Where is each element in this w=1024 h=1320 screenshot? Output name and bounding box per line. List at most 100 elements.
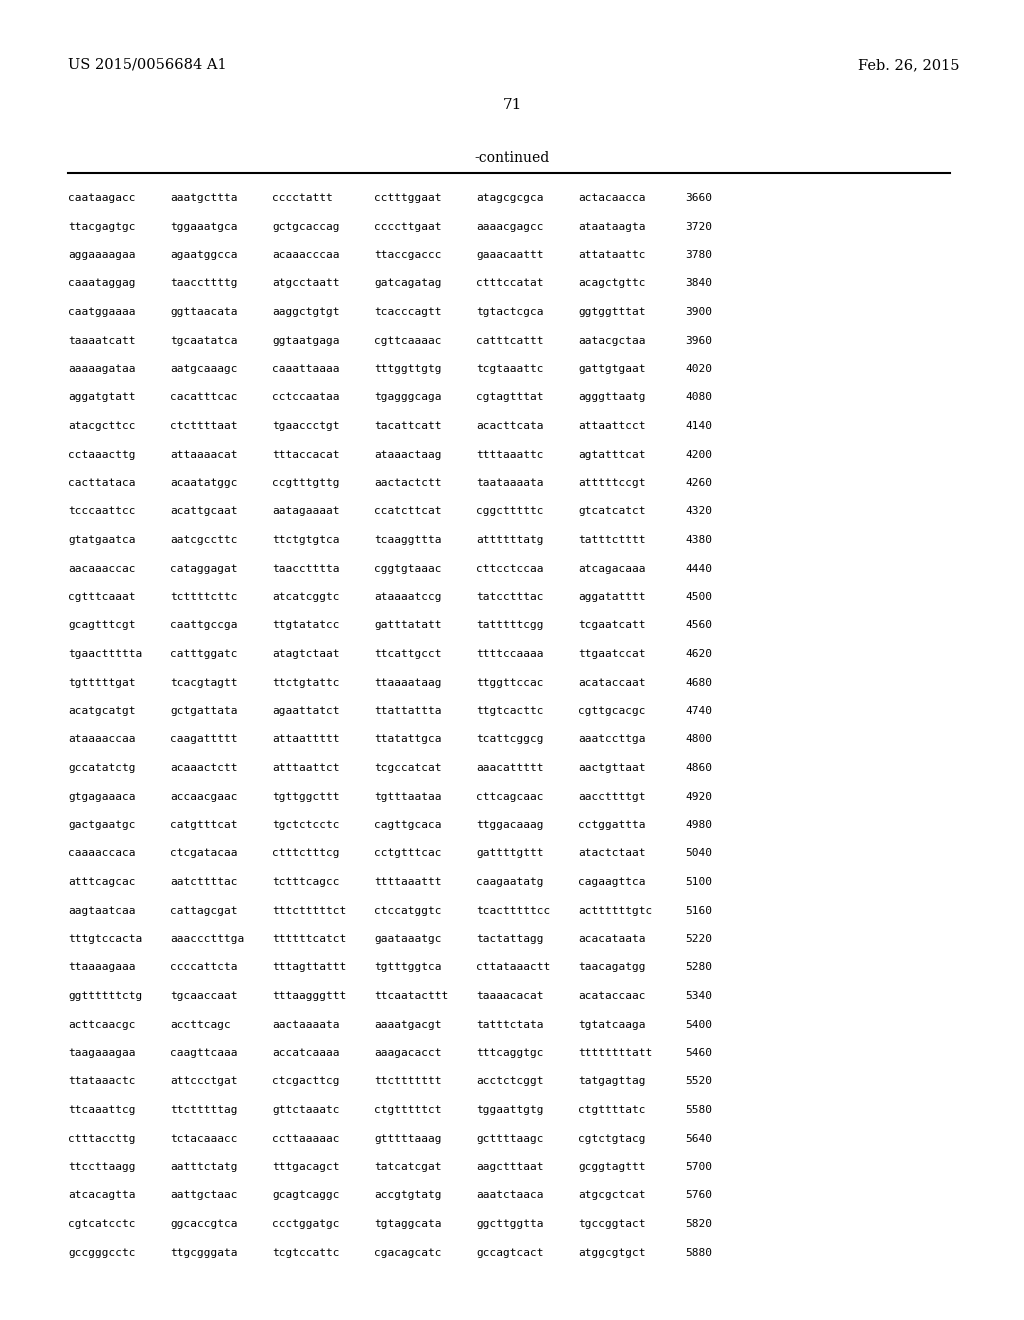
Text: ggcaccgtca: ggcaccgtca: [170, 1218, 238, 1229]
Text: ctcttttaat: ctcttttaat: [170, 421, 238, 432]
Text: acacataata: acacataata: [578, 935, 645, 944]
Text: aaagacacct: aaagacacct: [374, 1048, 441, 1059]
Text: ctttaccttg: ctttaccttg: [68, 1134, 135, 1143]
Text: ctccatggtc: ctccatggtc: [374, 906, 441, 916]
Text: 5340: 5340: [685, 991, 712, 1001]
Text: ttttccaaaa: ttttccaaaa: [476, 649, 544, 659]
Text: atggcgtgct: atggcgtgct: [578, 1247, 645, 1258]
Text: 5760: 5760: [685, 1191, 712, 1200]
Text: 4620: 4620: [685, 649, 712, 659]
Text: gccagtcact: gccagtcact: [476, 1247, 544, 1258]
Text: aattgctaac: aattgctaac: [170, 1191, 238, 1200]
Text: cttcagcaac: cttcagcaac: [476, 792, 544, 801]
Text: attaattttt: attaattttt: [272, 734, 340, 744]
Text: tctttcagcc: tctttcagcc: [272, 876, 340, 887]
Text: ttcaatacttt: ttcaatacttt: [374, 991, 449, 1001]
Text: ttctttttag: ttctttttag: [170, 1105, 238, 1115]
Text: acttcaacgc: acttcaacgc: [68, 1019, 135, 1030]
Text: cttcctccaa: cttcctccaa: [476, 564, 544, 573]
Text: ttacgagtgc: ttacgagtgc: [68, 222, 135, 231]
Text: ccttaaaaac: ccttaaaaac: [272, 1134, 340, 1143]
Text: gattgtgaat: gattgtgaat: [578, 364, 645, 374]
Text: ttgaatccat: ttgaatccat: [578, 649, 645, 659]
Text: gtatgaatca: gtatgaatca: [68, 535, 135, 545]
Text: cagaagttca: cagaagttca: [578, 876, 645, 887]
Text: taagaaagaa: taagaaagaa: [68, 1048, 135, 1059]
Text: attaattcct: attaattcct: [578, 421, 645, 432]
Text: cgtcatcctc: cgtcatcctc: [68, 1218, 135, 1229]
Text: aaccttttgt: aaccttttgt: [578, 792, 645, 801]
Text: gtcatcatct: gtcatcatct: [578, 507, 645, 516]
Text: gaataaatgc: gaataaatgc: [374, 935, 441, 944]
Text: atcagacaaa: atcagacaaa: [578, 564, 645, 573]
Text: catttggatc: catttggatc: [170, 649, 238, 659]
Text: ctgtttttct: ctgtttttct: [374, 1105, 441, 1115]
Text: tgagggcaga: tgagggcaga: [374, 392, 441, 403]
Text: 5820: 5820: [685, 1218, 712, 1229]
Text: caataagacc: caataagacc: [68, 193, 135, 203]
Text: US 2015/0056684 A1: US 2015/0056684 A1: [68, 58, 226, 73]
Text: aaaccctttga: aaaccctttga: [170, 935, 245, 944]
Text: tgaacttttta: tgaacttttta: [68, 649, 142, 659]
Text: atttaattct: atttaattct: [272, 763, 340, 774]
Text: ttgtcacttc: ttgtcacttc: [476, 706, 544, 715]
Text: tgttggcttt: tgttggcttt: [272, 792, 340, 801]
Text: tcgtccattc: tcgtccattc: [272, 1247, 340, 1258]
Text: aactactctt: aactactctt: [374, 478, 441, 488]
Text: tttctttttct: tttctttttct: [272, 906, 346, 916]
Text: gaaacaattt: gaaacaattt: [476, 249, 544, 260]
Text: gtttttaaag: gtttttaaag: [374, 1134, 441, 1143]
Text: 4680: 4680: [685, 677, 712, 688]
Text: 5220: 5220: [685, 935, 712, 944]
Text: cattagcgat: cattagcgat: [170, 906, 238, 916]
Text: atgcctaatt: atgcctaatt: [272, 279, 340, 289]
Text: aatcgccttc: aatcgccttc: [170, 535, 238, 545]
Text: 4920: 4920: [685, 792, 712, 801]
Text: ttataaactc: ttataaactc: [68, 1077, 135, 1086]
Text: 5880: 5880: [685, 1247, 712, 1258]
Text: ataataagta: ataataagta: [578, 222, 645, 231]
Text: tggaattgtg: tggaattgtg: [476, 1105, 544, 1115]
Text: agggttaatg: agggttaatg: [578, 392, 645, 403]
Text: acacttcata: acacttcata: [476, 421, 544, 432]
Text: ctttctttcg: ctttctttcg: [272, 849, 340, 858]
Text: aaatgcttta: aaatgcttta: [170, 193, 238, 203]
Text: acataccaat: acataccaat: [578, 677, 645, 688]
Text: ccccattcta: ccccattcta: [170, 962, 238, 973]
Text: tttagttattt: tttagttattt: [272, 962, 346, 973]
Text: ttctgtgtca: ttctgtgtca: [272, 535, 340, 545]
Text: ggttaacata: ggttaacata: [170, 308, 238, 317]
Text: taaccttttg: taaccttttg: [170, 279, 238, 289]
Text: tcgtaaattc: tcgtaaattc: [476, 364, 544, 374]
Text: Feb. 26, 2015: Feb. 26, 2015: [858, 58, 961, 73]
Text: tatcatcgat: tatcatcgat: [374, 1162, 441, 1172]
Text: gactgaatgc: gactgaatgc: [68, 820, 135, 830]
Text: 4560: 4560: [685, 620, 712, 631]
Text: ggcttggtta: ggcttggtta: [476, 1218, 544, 1229]
Text: actacaacca: actacaacca: [578, 193, 645, 203]
Text: acaaacccaa: acaaacccaa: [272, 249, 340, 260]
Text: aaatccttga: aaatccttga: [578, 734, 645, 744]
Text: agaattatct: agaattatct: [272, 706, 340, 715]
Text: tgtttggtca: tgtttggtca: [374, 962, 441, 973]
Text: accatcaaaa: accatcaaaa: [272, 1048, 340, 1059]
Text: 4500: 4500: [685, 591, 712, 602]
Text: 4140: 4140: [685, 421, 712, 432]
Text: cagttgcaca: cagttgcaca: [374, 820, 441, 830]
Text: ttggttccac: ttggttccac: [476, 677, 544, 688]
Text: aatcttttac: aatcttttac: [170, 876, 238, 887]
Text: atgcgctcat: atgcgctcat: [578, 1191, 645, 1200]
Text: tactattagg: tactattagg: [476, 935, 544, 944]
Text: acattgcaat: acattgcaat: [170, 507, 238, 516]
Text: tatttctata: tatttctata: [476, 1019, 544, 1030]
Text: cgtagtttat: cgtagtttat: [476, 392, 544, 403]
Text: acatgcatgt: acatgcatgt: [68, 706, 135, 715]
Text: ttattattta: ttattattta: [374, 706, 441, 715]
Text: 5400: 5400: [685, 1019, 712, 1030]
Text: tgcaaccaat: tgcaaccaat: [170, 991, 238, 1001]
Text: ggtggtttat: ggtggtttat: [578, 308, 645, 317]
Text: cctgtttcac: cctgtttcac: [374, 849, 441, 858]
Text: gccgggcctc: gccgggcctc: [68, 1247, 135, 1258]
Text: 5640: 5640: [685, 1134, 712, 1143]
Text: 4200: 4200: [685, 450, 712, 459]
